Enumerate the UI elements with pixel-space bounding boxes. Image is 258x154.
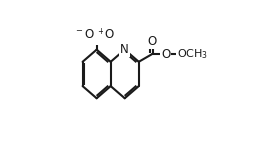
Text: O: O: [161, 48, 170, 61]
Text: N: N: [120, 43, 129, 56]
Text: OCH$_3$: OCH$_3$: [177, 48, 208, 61]
Text: O: O: [147, 35, 156, 48]
Text: N$^+$: N$^+$: [87, 29, 106, 44]
Text: $^-$O: $^-$O: [74, 28, 95, 41]
Text: O: O: [104, 28, 113, 41]
